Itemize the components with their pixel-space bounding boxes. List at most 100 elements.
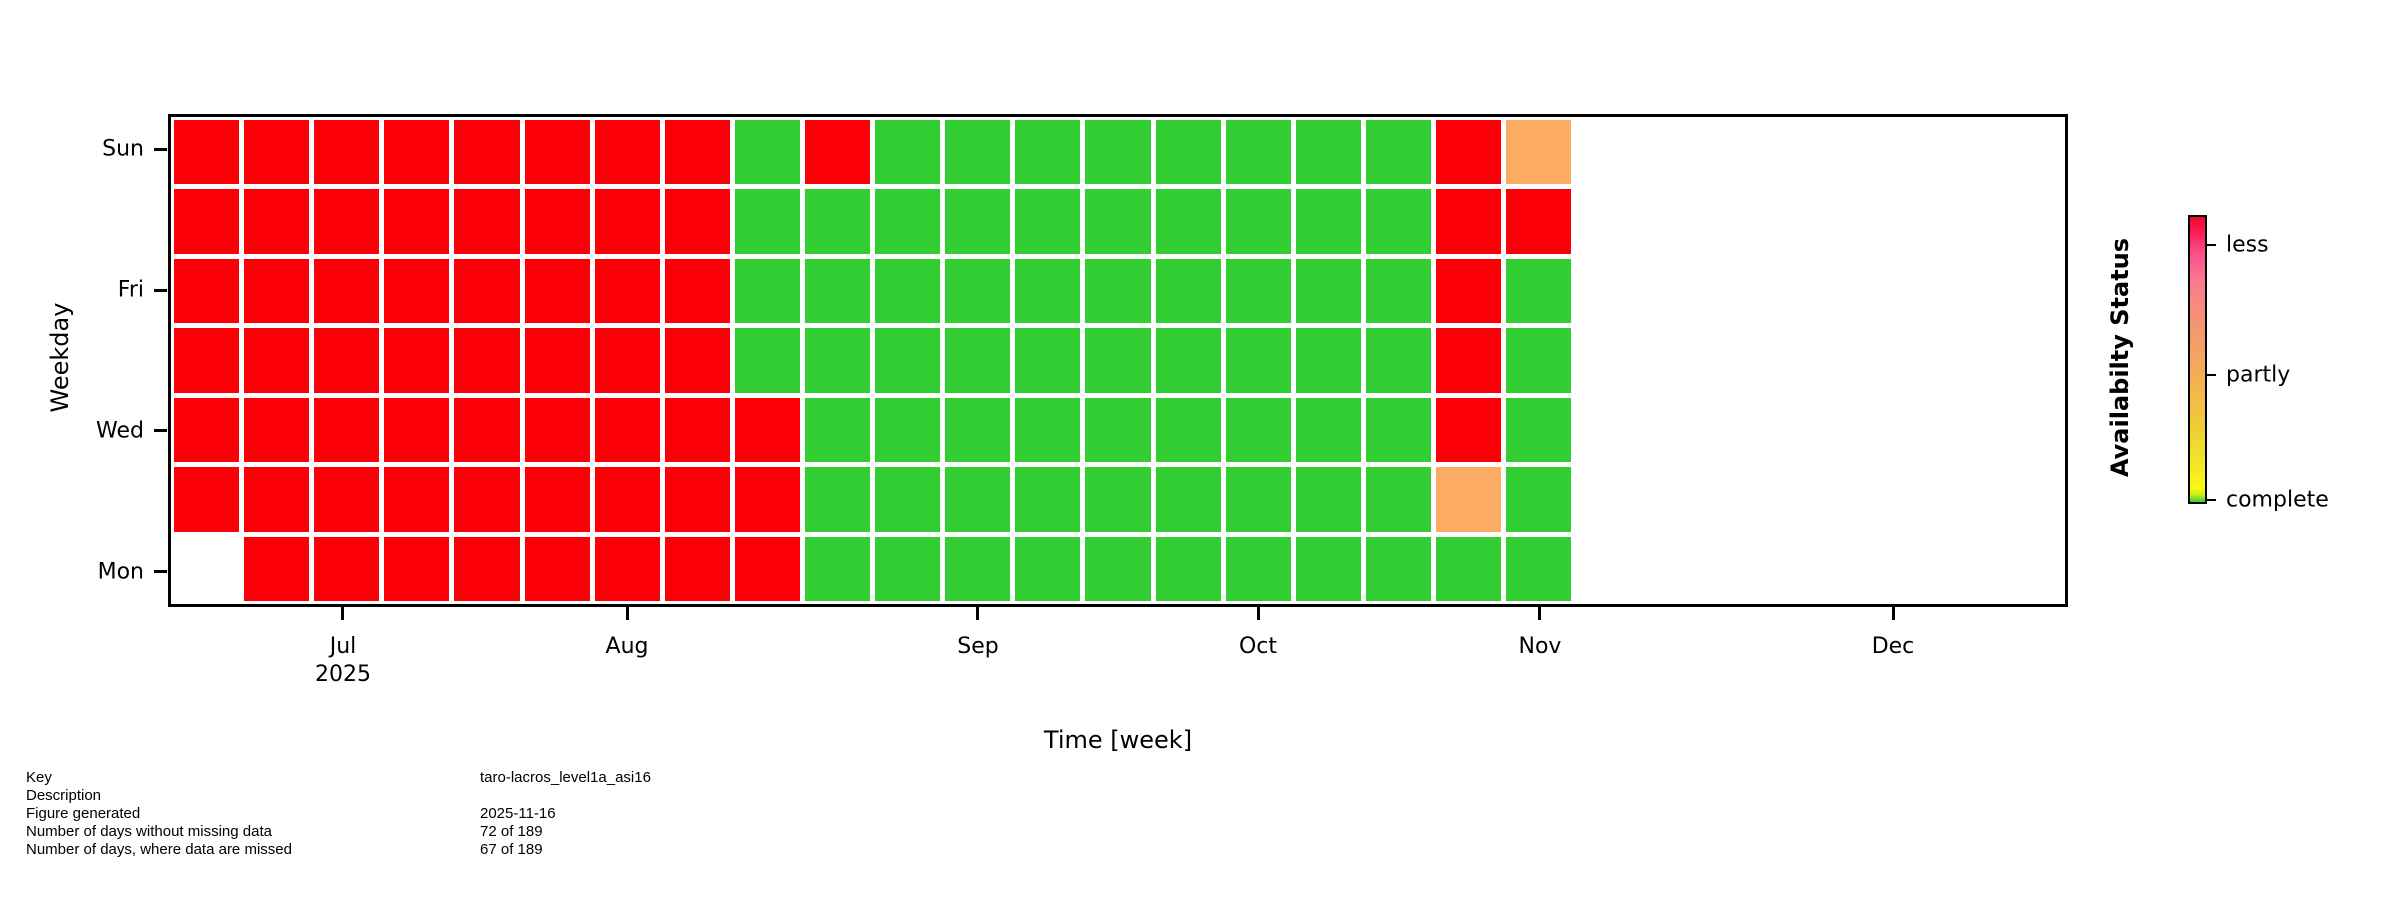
heatmap-grid xyxy=(171,117,2065,604)
heatmap-cell xyxy=(174,328,240,393)
heatmap-cell xyxy=(1225,258,1291,324)
x-tick-mark xyxy=(625,607,629,620)
heatmap-cell xyxy=(875,467,941,532)
y-tick-label: Sun xyxy=(102,136,144,162)
heatmap-cell xyxy=(664,467,730,532)
heatmap-cell xyxy=(1365,120,1431,185)
heatmap-cell xyxy=(664,189,730,254)
heatmap-cell xyxy=(805,467,871,532)
heatmap-cell xyxy=(875,120,941,185)
heatmap-cell xyxy=(1436,328,1502,393)
y-tick-label: Fri xyxy=(117,277,144,303)
heatmap-cell xyxy=(1365,397,1431,463)
heatmap-cell xyxy=(244,328,310,393)
heatmap-cell xyxy=(1927,398,1992,462)
heatmap-cell xyxy=(1927,189,1992,253)
heatmap-cell xyxy=(805,189,871,254)
x-tick-label: Jul xyxy=(329,634,357,659)
heatmap-cell xyxy=(314,120,380,185)
heatmap-cell xyxy=(244,258,310,324)
heatmap-cell xyxy=(1857,120,1922,184)
heatmap-cell xyxy=(805,258,871,324)
x-tick-label: Oct xyxy=(1238,634,1278,659)
meta-value: 67 of 189 xyxy=(480,841,543,858)
heatmap-cell xyxy=(384,258,450,324)
heatmap-cell xyxy=(805,536,871,601)
heatmap-cell xyxy=(384,189,450,254)
heatmap-cell xyxy=(1225,467,1291,532)
heatmap-cell xyxy=(1295,189,1361,254)
meta-row-figure-generated: Figure generated 2025-11-16 xyxy=(26,805,651,823)
heatmap-cell xyxy=(1646,328,1711,392)
colorbar-tick-mark xyxy=(2205,499,2216,501)
heatmap-cell xyxy=(1506,536,1572,601)
heatmap-cell xyxy=(1085,120,1151,185)
heatmap-cell xyxy=(314,397,380,463)
heatmap-cell xyxy=(1576,398,1641,462)
heatmap-cell xyxy=(1787,120,1852,184)
x-tick-mark xyxy=(1256,607,1260,620)
heatmap-cell xyxy=(1365,328,1431,393)
heatmap-cell xyxy=(1155,189,1221,254)
heatmap-cell xyxy=(1576,537,1641,601)
heatmap-cell xyxy=(1716,398,1781,462)
heatmap-cell xyxy=(875,397,941,463)
x-tick-label: Nov xyxy=(1518,634,1562,659)
y-tick-mark xyxy=(154,570,167,574)
heatmap-cell xyxy=(1436,258,1502,324)
heatmap-cell xyxy=(1716,467,1781,531)
heatmap-cell xyxy=(1295,258,1361,324)
heatmap-cell xyxy=(524,328,590,393)
heatmap-cell xyxy=(1015,328,1081,393)
heatmap-cell xyxy=(1365,467,1431,532)
meta-label: Number of days, where data are missed xyxy=(26,841,292,858)
heatmap-cell xyxy=(454,536,520,601)
heatmap-cell xyxy=(805,120,871,185)
heatmap-cell xyxy=(1787,328,1852,392)
heatmap-cell xyxy=(524,397,590,463)
heatmap-cell xyxy=(664,536,730,601)
colorbar-tick-label: partly xyxy=(2226,362,2291,388)
heatmap-cell xyxy=(1085,536,1151,601)
heatmap-cell xyxy=(524,467,590,532)
heatmap-cell xyxy=(1716,259,1781,323)
heatmap-cell xyxy=(945,258,1011,324)
heatmap-cell xyxy=(664,397,730,463)
heatmap-cell xyxy=(1365,189,1431,254)
heatmap-cell xyxy=(1787,398,1852,462)
heatmap-cell xyxy=(945,189,1011,254)
heatmap-cell xyxy=(1436,536,1502,601)
meta-row-description: Description xyxy=(26,787,651,805)
heatmap-cell xyxy=(1646,537,1711,601)
heatmap-cell xyxy=(454,120,520,185)
heatmap-cell xyxy=(384,536,450,601)
heatmap-cell xyxy=(1716,120,1781,184)
heatmap-cell xyxy=(945,536,1011,601)
heatmap-cell xyxy=(734,189,800,254)
colorbar-tick-label: less xyxy=(2226,232,2269,258)
heatmap-cell xyxy=(945,328,1011,393)
heatmap-cell xyxy=(174,537,239,601)
heatmap-cell xyxy=(594,536,660,601)
heatmap-cell xyxy=(1997,259,2062,323)
y-tick-label: Mon xyxy=(97,559,144,585)
colorbar xyxy=(2188,215,2207,504)
heatmap-cell xyxy=(1225,397,1291,463)
heatmap-cell xyxy=(1436,189,1502,254)
heatmap-cell xyxy=(524,189,590,254)
heatmap-cell xyxy=(1927,467,1992,531)
heatmap-cell xyxy=(1857,328,1922,392)
heatmap-cell xyxy=(1576,259,1641,323)
heatmap-cell xyxy=(1225,189,1291,254)
heatmap-cell xyxy=(1857,537,1922,601)
x-tick-label: Sep xyxy=(957,634,999,659)
heatmap-cell xyxy=(1085,328,1151,393)
x-tick-label: Aug xyxy=(605,634,649,659)
heatmap-cell xyxy=(1295,467,1361,532)
heatmap-cell xyxy=(1646,259,1711,323)
meta-row-days-missed: Number of days, where data are missed 67… xyxy=(26,841,651,859)
meta-value: 72 of 189 xyxy=(480,823,543,840)
heatmap-cell xyxy=(734,328,800,393)
meta-value: taro-lacros_level1a_asi16 xyxy=(480,769,651,786)
